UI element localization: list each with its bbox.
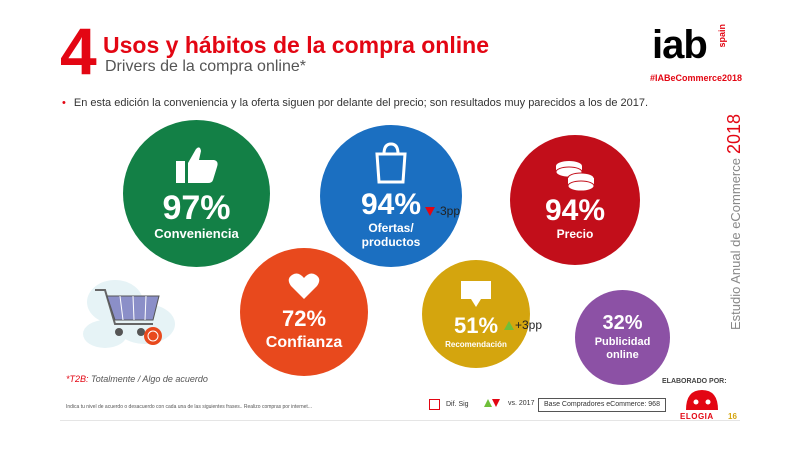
publicidad-label-2: online [606, 349, 639, 361]
precio-label: Precio [556, 227, 594, 242]
logo-suffix: spain [717, 24, 727, 48]
hashtag: #IABeCommerce2018 [650, 73, 743, 83]
confianza-label: Confianza [265, 333, 343, 351]
footer-divider [60, 420, 740, 421]
up-triangle-icon [504, 321, 514, 331]
ofertas-label-2: productos [361, 235, 421, 249]
thumbs-up-icon [175, 147, 218, 184]
driver-conveniencia: 97% Conveniencia [123, 120, 270, 267]
t2b-note: *T2B: Totalmente / Algo de acuerdo [66, 374, 208, 384]
legend-box-icon [429, 399, 440, 410]
legend-vs-label: vs. 2017 [508, 399, 535, 407]
coins-icon [555, 161, 595, 192]
recomendacion-label: Recomendación [445, 339, 507, 349]
footnote: Indica tu nivel de acuerdo o desacuerdo … [66, 404, 312, 410]
elaborado-label: ELABORADO POR: [662, 378, 727, 385]
study-side-label: Estudio Anual de eCommerce 2018 [724, 114, 744, 330]
summary-text: En esta edición la conveniencia y la ofe… [73, 97, 649, 109]
t2b-rest: Totalmente / Algo de acuerdo [88, 374, 208, 384]
logo-text: iab [652, 23, 708, 67]
publicidad-label-1: Publicidad [594, 336, 651, 349]
conveniencia-value: 97% [162, 189, 231, 228]
down-triangle-icon [425, 207, 435, 217]
ofertas-delta: -3pp [425, 204, 460, 218]
section-number: 4 [60, 14, 97, 88]
legend-up-triangle-icon [484, 399, 492, 407]
conveniencia-label: Conveniencia [154, 226, 239, 242]
publicidad-value: 32% [602, 312, 643, 335]
iab-logo: iab spain [652, 22, 732, 72]
driver-publicidad: 32% Publicidad online [575, 290, 670, 385]
bullet-dot-icon: • [62, 97, 66, 109]
page-number: 16 [728, 412, 737, 421]
study-year: 2018 [724, 113, 744, 155]
legend-dif-sig-label: Dif. Sig [446, 401, 469, 408]
driver-precio: 94% Precio [510, 135, 640, 265]
summary-bullet: • En esta edición la conveniencia y la of… [62, 97, 648, 109]
driver-ofertas: 94% Ofertas/ productos [320, 125, 462, 267]
recomendacion-value: 51% [453, 312, 499, 338]
driver-recomendacion: 51% Recomendación [422, 260, 530, 368]
elogia-text: ELOGIA [680, 412, 714, 421]
legend-dif-sig: Dif. Sig [429, 399, 469, 410]
confianza-value: 72% [281, 305, 327, 331]
shopping-bag-icon [375, 142, 407, 184]
ofertas-delta-value: -3pp [436, 204, 461, 218]
study-name: Estudio Anual de eCommerce [728, 158, 743, 330]
elogia-logo-icon [686, 390, 718, 410]
elogia-logo: ELOGIA [680, 386, 724, 421]
recomendacion-delta-value: +3pp [515, 318, 543, 332]
page-subtitle: Drivers de la compra online* [105, 58, 306, 75]
speech-bubble-icon [461, 280, 491, 307]
ofertas-value: 94% [360, 188, 422, 222]
t2b-prefix: *T2B: [66, 374, 89, 384]
shopping-cart-illustration-icon [83, 280, 175, 348]
legend-down-triangle-icon [492, 399, 500, 407]
driver-confianza: 72% Confianza [240, 248, 368, 376]
precio-value: 94% [544, 194, 606, 228]
heart-icon [288, 273, 320, 299]
ofertas-label-1: Ofertas/ [368, 221, 414, 236]
page-title: Usos y hábitos de la compra online [103, 32, 489, 58]
base-box: Base Compradores eCommerce: 968 [538, 398, 666, 412]
legend-vs-2017: vs. 2017 [484, 399, 534, 407]
recomendacion-delta: +3pp [504, 318, 542, 332]
